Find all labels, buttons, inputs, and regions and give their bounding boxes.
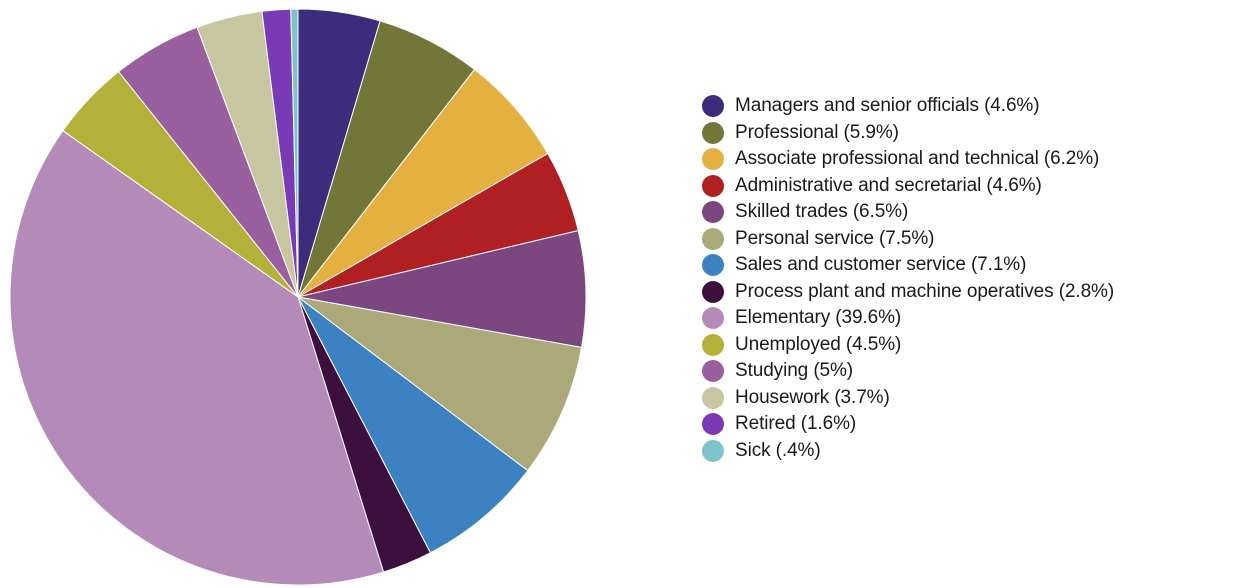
- pie-slice-4: [297, 230, 587, 348]
- legend-label: Administrative and secretarial (4.6%): [735, 174, 1042, 196]
- legend-item: Personal service (7.5%): [702, 226, 1114, 253]
- legend-item: Retired (1.6%): [702, 411, 1114, 438]
- legend-label: Studying (5%): [735, 360, 854, 382]
- legend-swatch: [702, 148, 724, 171]
- legend-swatch: [702, 307, 724, 330]
- legend-item: Process plant and machine operatives (2.…: [702, 279, 1114, 306]
- legend-swatch: [702, 413, 724, 436]
- legend-swatch: [702, 95, 724, 118]
- legend-item: Elementary (39.6%): [702, 305, 1114, 332]
- legend-label: Process plant and machine operatives (2.…: [735, 280, 1115, 302]
- pie-slice-13: [290, 8, 299, 298]
- legend-item: Skilled trades (6.5%): [702, 199, 1114, 226]
- pie-slice-5: [297, 296, 583, 472]
- legend-swatch: [702, 201, 724, 224]
- legend-swatch: [702, 227, 724, 250]
- legend-label: Skilled trades (6.5%): [735, 201, 909, 223]
- legend-label: Personal service (7.5%): [735, 227, 935, 249]
- legend-item: Sales and customer service (7.1%): [702, 252, 1114, 279]
- pie-slice-8: [9, 129, 385, 586]
- legend-item: Professional (5.9%): [702, 120, 1114, 147]
- legend-label: Sick (.4%): [735, 439, 821, 461]
- legend-swatch: [702, 439, 724, 462]
- legend-swatch: [702, 280, 724, 303]
- legend-label: Housework (3.7%): [735, 386, 890, 408]
- legend-label: Retired (1.6%): [735, 413, 857, 435]
- legend-swatch: [702, 254, 724, 277]
- legend-label: Managers and senior officials (4.6%): [735, 95, 1040, 117]
- legend-swatch: [702, 386, 724, 409]
- legend-label: Unemployed (4.5%): [735, 333, 902, 355]
- legend-item: Associate professional and technical (6.…: [702, 146, 1114, 173]
- legend-item: Studying (5%): [702, 358, 1114, 385]
- legend-item: Unemployed (4.5%): [702, 332, 1114, 359]
- legend-label: Associate professional and technical (6.…: [735, 148, 1100, 170]
- legend-label: Sales and customer service (7.1%): [735, 254, 1027, 276]
- legend-item: Administrative and secretarial (4.6%): [702, 173, 1114, 200]
- legend-swatch: [702, 121, 724, 144]
- legend-item: Housework (3.7%): [702, 385, 1114, 412]
- pie-slice-6: [297, 296, 529, 554]
- legend-swatch: [702, 360, 724, 383]
- legend-swatch: [702, 333, 724, 356]
- legend: Managers and senior officials (4.6%) Prof…: [702, 93, 1114, 464]
- legend-swatch: [702, 174, 724, 197]
- legend-label: Professional (5.9%): [735, 121, 899, 143]
- pie-slices: [9, 8, 587, 586]
- legend-item: Sick (.4%): [702, 438, 1114, 465]
- legend-label: Elementary (39.6%): [735, 307, 902, 329]
- pie-chart: [9, 8, 587, 586]
- legend-item: Managers and senior officials (4.6%): [702, 93, 1114, 120]
